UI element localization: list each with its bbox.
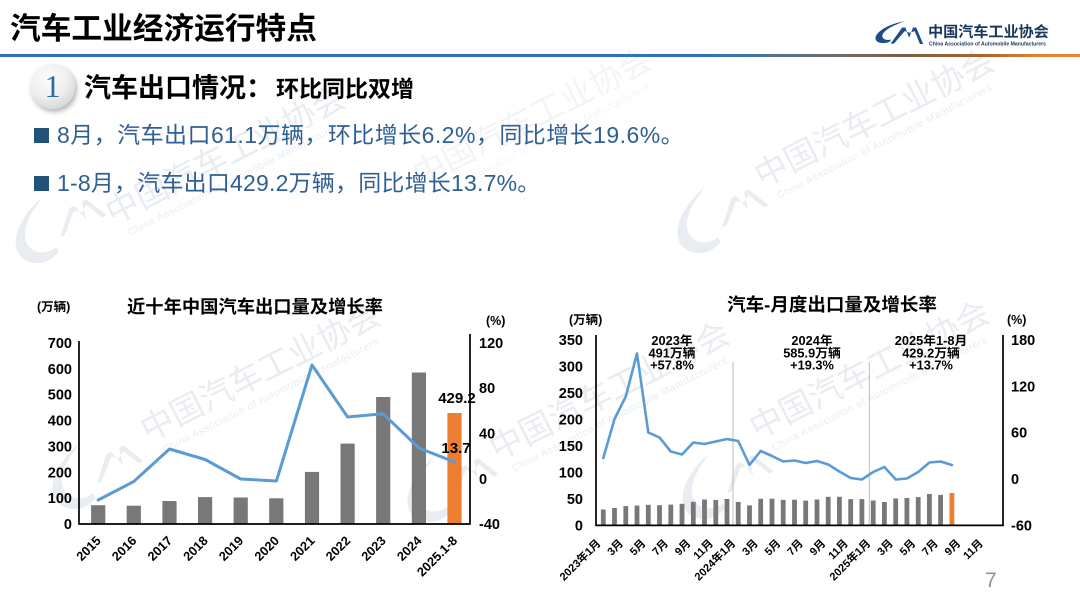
svg-text:0: 0: [479, 472, 487, 488]
svg-text:3月: 3月: [875, 538, 896, 559]
svg-text:0: 0: [64, 517, 72, 533]
svg-text:2020: 2020: [251, 533, 282, 564]
svg-text:120: 120: [1011, 379, 1035, 395]
svg-text:200: 200: [48, 465, 72, 481]
svg-text:700: 700: [48, 336, 72, 352]
svg-text:+19.3%: +19.3%: [790, 358, 834, 373]
svg-text:9月: 9月: [943, 538, 964, 559]
svg-text:500: 500: [48, 388, 72, 404]
svg-text:(%): (%): [1007, 313, 1026, 327]
svg-text:80: 80: [479, 381, 495, 397]
svg-text:2024年: 2024年: [791, 333, 832, 348]
svg-text:7月: 7月: [650, 538, 671, 559]
svg-text:7月: 7月: [920, 538, 941, 559]
svg-text:-40: -40: [479, 517, 500, 533]
svg-text:2023: 2023: [358, 533, 389, 564]
svg-text:2023年1月: 2023年1月: [557, 537, 603, 583]
svg-text:2024: 2024: [394, 532, 425, 563]
svg-text:2015: 2015: [73, 533, 104, 564]
svg-text:40: 40: [479, 427, 495, 443]
svg-text:5月: 5月: [628, 538, 649, 559]
svg-text:(%): (%): [486, 314, 505, 328]
svg-text:13.7: 13.7: [441, 440, 470, 457]
svg-text:150: 150: [559, 439, 583, 455]
svg-text:近十年中国汽车出口量及增长率: 近十年中国汽车出口量及增长率: [127, 296, 383, 317]
svg-text:5月: 5月: [898, 538, 919, 559]
svg-text:3月: 3月: [605, 538, 626, 559]
svg-text:7月: 7月: [785, 538, 806, 559]
svg-text:50: 50: [567, 492, 583, 508]
svg-text:(万辆): (万辆): [569, 313, 602, 327]
svg-text:5月: 5月: [763, 538, 784, 559]
svg-text:200: 200: [559, 413, 583, 429]
svg-text:2022: 2022: [322, 533, 353, 564]
svg-text:2019: 2019: [216, 533, 247, 564]
svg-text:0: 0: [575, 518, 583, 534]
svg-text:+13.7%: +13.7%: [909, 358, 953, 373]
svg-text:350: 350: [559, 333, 583, 349]
svg-text:585.9万辆: 585.9万辆: [783, 345, 841, 360]
svg-text:60: 60: [1011, 426, 1027, 442]
svg-text:400: 400: [48, 414, 72, 430]
svg-text:9月: 9月: [673, 538, 694, 559]
svg-text:11月: 11月: [961, 538, 985, 562]
svg-text:120: 120: [479, 336, 503, 352]
svg-text:600: 600: [48, 362, 72, 378]
svg-text:2021: 2021: [287, 533, 318, 564]
svg-text:2017: 2017: [144, 533, 175, 564]
svg-text:+57.8%: +57.8%: [650, 358, 694, 373]
svg-text:429.2万辆: 429.2万辆: [902, 345, 960, 360]
svg-text:2023年: 2023年: [651, 333, 692, 348]
svg-text:429.2: 429.2: [438, 390, 476, 407]
svg-text:0: 0: [1011, 472, 1019, 488]
svg-text:汽车-月度出口量及增长率: 汽车-月度出口量及增长率: [727, 294, 937, 315]
svg-text:491万辆: 491万辆: [649, 345, 696, 360]
svg-text:180: 180: [1011, 333, 1035, 349]
svg-text:250: 250: [559, 386, 583, 402]
svg-text:300: 300: [559, 360, 583, 376]
svg-text:7: 7: [985, 569, 997, 592]
svg-text:100: 100: [48, 491, 72, 507]
svg-text:2025年1-8月: 2025年1-8月: [895, 333, 968, 348]
svg-text:100: 100: [559, 465, 583, 481]
svg-text:9月: 9月: [808, 538, 829, 559]
svg-text:2018: 2018: [180, 533, 211, 564]
svg-text:2016: 2016: [109, 533, 140, 564]
svg-text:3月: 3月: [740, 538, 761, 559]
svg-text:中国汽车工业协会: 中国汽车工业协会: [928, 23, 1049, 41]
svg-text:China Association of Automobil: China Association of Automobile Manufact…: [929, 42, 1046, 48]
svg-text:(万辆): (万辆): [37, 300, 70, 314]
svg-text:-60: -60: [1011, 518, 1032, 534]
svg-text:300: 300: [48, 439, 72, 455]
